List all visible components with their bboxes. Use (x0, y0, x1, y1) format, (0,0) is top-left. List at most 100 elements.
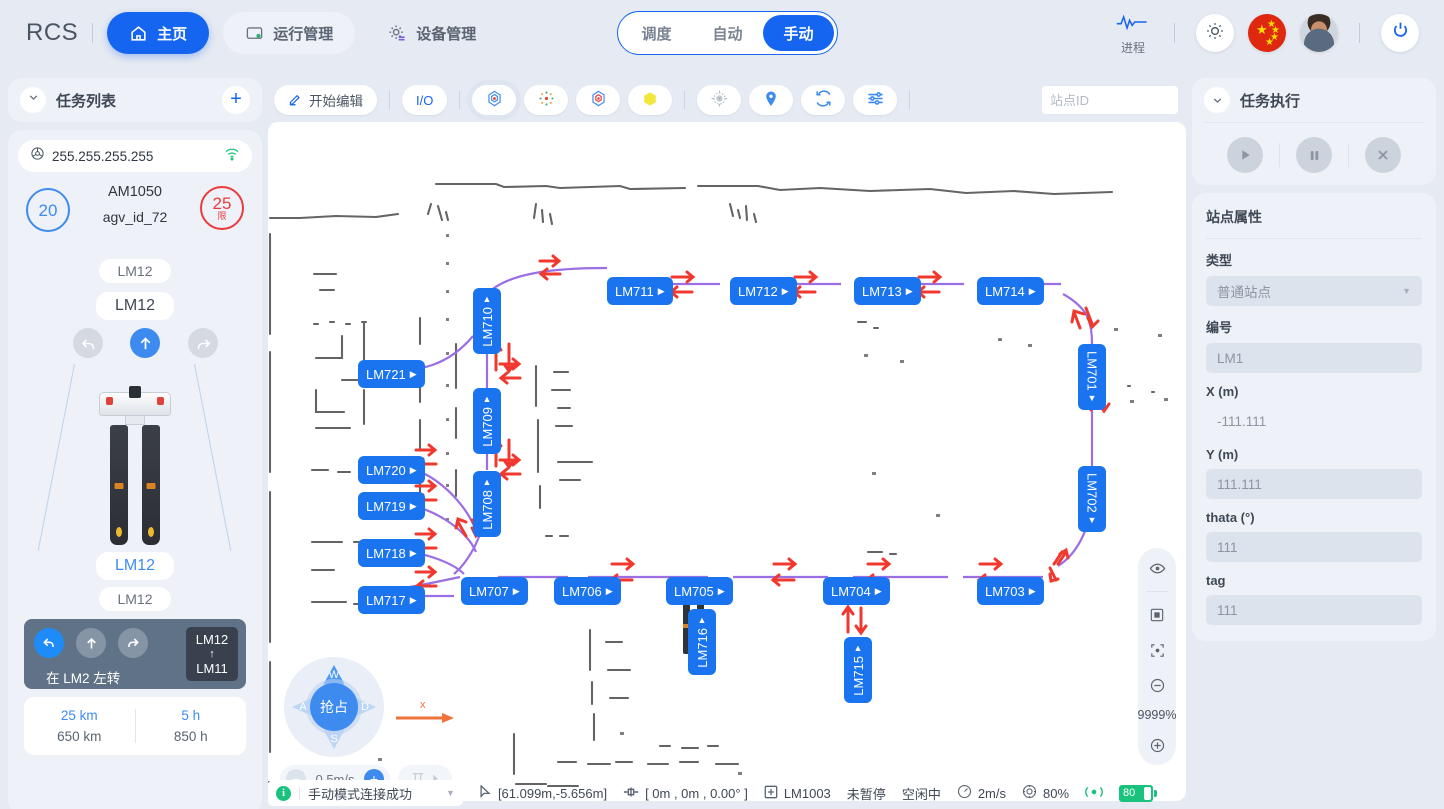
wifi-icon (224, 147, 240, 166)
field-label-id: 编号 (1206, 320, 1233, 335)
scatter-points-button[interactable] (524, 85, 569, 115)
refresh-button[interactable] (801, 85, 846, 115)
map-station-LM712[interactable]: LM712 ▶ (730, 277, 797, 305)
map-station-LM716[interactable]: ▲ LM716 (688, 609, 716, 675)
status-pose: [61.099m,-5.656m] (479, 783, 607, 802)
map-station-LM708[interactable]: ▲ LM708 (473, 471, 501, 537)
divider (1146, 591, 1168, 592)
map-station-LM714[interactable]: LM714 ▶ (977, 277, 1044, 305)
io-button[interactable]: I/O (402, 85, 448, 115)
collapse-toggle[interactable] (20, 87, 46, 113)
battery-level: 80 (1123, 787, 1136, 799)
map-canvas[interactable]: LM711 ▶ LM712 ▶ LM713 ▶ LM714 ▶ LM721 ▶ LM720 ▶ LM71… (268, 122, 1186, 801)
nav-item-operations[interactable]: 运行管理 (223, 12, 356, 54)
add-task-button[interactable]: + (222, 86, 250, 114)
map-station-LM720[interactable]: LM720 ▶ (358, 456, 425, 484)
joystick-down[interactable]: S (323, 729, 345, 749)
divider (909, 91, 911, 109)
joystick[interactable]: W S A D 抢占 (284, 657, 384, 757)
process-button[interactable]: 进程 (1116, 11, 1150, 56)
station-layer-button[interactable] (472, 85, 517, 115)
zoom-level: 9999% (1137, 708, 1177, 722)
joystick-preempt-button[interactable]: 抢占 (310, 683, 358, 731)
nav-item-devices[interactable]: 设备管理 (365, 12, 498, 54)
zoom-in-button[interactable] (1145, 733, 1169, 757)
map-station-LM709[interactable]: ▲ LM709 (473, 388, 501, 454)
map-station-LM707[interactable]: LM707 ▶ (461, 577, 528, 605)
focus-icon[interactable] (1145, 638, 1169, 662)
map-station-LM713[interactable]: LM713 ▶ (854, 277, 921, 305)
area-polygon-button[interactable] (628, 85, 673, 115)
map-station-LM705[interactable]: LM705 ▶ (666, 577, 733, 605)
mode-option-auto[interactable]: 自动 (712, 25, 743, 43)
map-station-LM721[interactable]: LM721 ▶ (358, 360, 425, 388)
station-type-select[interactable]: 普通站点 ▼ (1206, 276, 1422, 306)
turn-left-icon[interactable] (34, 628, 64, 658)
map-station-LM701[interactable]: LM701 ▼ (1078, 344, 1106, 410)
brightness-button[interactable] (1196, 14, 1234, 52)
gear-icon (387, 23, 407, 43)
divider (1279, 143, 1280, 167)
divider (134, 709, 136, 743)
map-station-label: LM719 (366, 498, 406, 514)
gauge-icon (1022, 784, 1037, 802)
station-y-input[interactable]: 111.111 (1206, 469, 1422, 499)
frame-icon[interactable] (1145, 603, 1169, 627)
joystick-up[interactable]: W (323, 665, 345, 685)
turn-right-icon[interactable] (188, 328, 218, 358)
play-button[interactable] (1227, 137, 1263, 173)
triangle-up-icon: ▲ (697, 615, 707, 625)
language-button[interactable]: ★ ★ ★ ★ ★ (1248, 14, 1286, 52)
power-button[interactable] (1381, 14, 1419, 52)
map-station-LM704[interactable]: LM704 ▶ (823, 577, 890, 605)
station-x-value[interactable]: -111.111 (1217, 413, 1267, 429)
chevron-down-icon[interactable]: ▼ (446, 788, 455, 798)
map-station-LM715[interactable]: ▲ LM715 (844, 637, 872, 703)
map-station-LM719[interactable]: LM719 ▶ (358, 492, 425, 520)
map-station-LM710[interactable]: ▲ LM710 (473, 288, 501, 354)
eye-icon[interactable] (1145, 556, 1169, 580)
map-station-LM711[interactable]: LM711 ▶ (607, 277, 673, 305)
flag-cn-icon: ★ (1256, 22, 1268, 37)
arrow-up-icon[interactable] (130, 328, 160, 358)
map-station-LM702[interactable]: LM702 ▼ (1078, 466, 1106, 532)
map-station-LM718[interactable]: LM718 ▶ (358, 539, 425, 567)
station-search[interactable] (1042, 86, 1241, 114)
stat-distance-today: 25 km (60, 708, 98, 723)
station-id-input[interactable]: LM1 (1206, 343, 1422, 373)
triangle-right-icon: ▶ (605, 585, 613, 596)
arrow-up-icon[interactable] (76, 628, 106, 658)
station-tag-input[interactable]: 111 (1206, 595, 1422, 625)
map-station-LM717[interactable]: LM717 ▶ (358, 586, 425, 614)
target-layer-button[interactable] (576, 85, 621, 115)
mode-switch[interactable]: 调度 自动 手动 (617, 11, 838, 55)
cursor-icon (479, 783, 492, 802)
radar-button[interactable] (697, 85, 742, 115)
steering-wheel-icon (30, 146, 45, 166)
mode-option-dispatch[interactable]: 调度 (641, 25, 672, 43)
map-station-LM706[interactable]: LM706 ▶ (554, 577, 621, 605)
filters-button[interactable] (853, 85, 898, 115)
map-station-label: LM711 (615, 283, 654, 299)
task-execution-header: 任务执行 (1192, 78, 1436, 122)
map-station-LM703[interactable]: LM703 ▶ (977, 577, 1044, 605)
connection-status[interactable]: i 手动模式连接成功 ▼ (268, 780, 463, 806)
station-theta-input[interactable]: 111 (1206, 532, 1422, 562)
turn-right-icon[interactable] (118, 628, 148, 658)
search-input[interactable] (1050, 92, 1226, 108)
collapse-toggle[interactable] (1204, 87, 1230, 113)
pin-button[interactable] (749, 85, 794, 115)
station-type-value: 普通站点 (1217, 285, 1271, 300)
pause-button[interactable] (1296, 137, 1332, 173)
stop-button[interactable] (1365, 137, 1401, 173)
mode-option-manual[interactable]: 手动 (763, 15, 834, 51)
zoom-out-button[interactable] (1145, 673, 1169, 697)
start-edit-button[interactable]: 开始编辑 (274, 85, 377, 115)
map-station-label: LM712 (738, 283, 778, 299)
avatar[interactable] (1300, 14, 1338, 52)
status-battery: 80 (1119, 784, 1158, 802)
nav-item-home[interactable]: 主页 (107, 12, 210, 54)
agv-ip-bar[interactable]: 255.255.255.255 (18, 140, 252, 172)
turn-left-icon[interactable] (73, 328, 103, 358)
agv-next-tag: LM12 (96, 552, 174, 580)
